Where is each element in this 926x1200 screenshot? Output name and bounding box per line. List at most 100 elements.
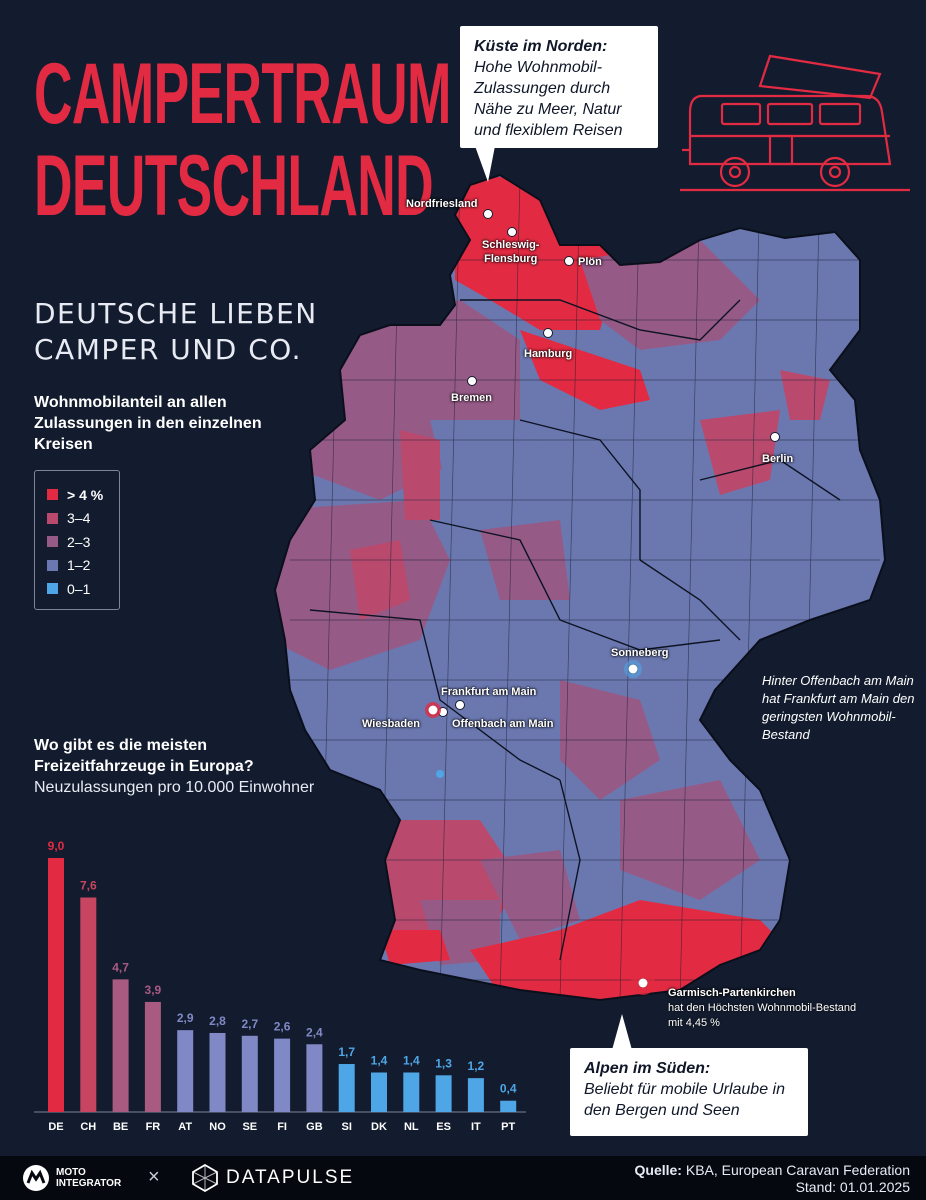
datapulse-logo: DATAPULSE [192,1164,354,1192]
legend-label: 1–2 [67,557,91,574]
bar-category-label: SE [242,1121,257,1133]
legend-swatch [47,583,58,595]
bar-category-label: BE [113,1121,128,1133]
page-subtitle: DEUTSCHE LIEBEN CAMPER UND CO. [34,296,318,368]
city-label-schleswig-flensburg: Schleswig- Flensburg [482,239,540,265]
bar-value-label: 7,6 [80,879,97,893]
motointegrator-icon [23,1165,49,1191]
bar-chart-title: Wo gibt es die meisten Freizeitfahrzeuge… [34,737,254,775]
title-line-2: DEUTSCHLAND [34,138,434,234]
bar-category-label: FI [277,1121,287,1133]
bar-value-label: 1,4 [371,1053,388,1067]
bar-category-label: SI [341,1121,351,1133]
bar-value-label: 2,7 [241,1017,258,1031]
city-label-berlin: Berlin [762,453,794,465]
bar-value-label: 3,9 [145,983,162,997]
legend-swatch [47,512,58,524]
bar-value-label: 1,7 [338,1045,355,1059]
bar-chart-subtitle: Neuzulassungen pro 10.000 Einwohner [34,779,315,796]
source-text: KBA, European Caravan Federation [685,1162,910,1178]
callout-south-heading: Alpen im Süden: [584,1060,711,1077]
bar-category-label: ES [436,1121,451,1133]
legend-swatch [47,559,58,571]
bar-value-label: 1,2 [468,1059,485,1073]
bar-no [209,1032,226,1112]
bar-se [241,1035,258,1112]
bar-value-label: 2,8 [209,1014,226,1028]
separator-x: × [148,1166,160,1188]
bar-value-label: 0,4 [500,1082,517,1096]
bar-category-label: DE [48,1121,63,1133]
bar-it [467,1078,484,1112]
bar-category-label: PT [501,1121,515,1133]
bar-value-label: 1,3 [435,1056,452,1070]
map-legend: > 4 % 3–4 2–3 1–2 0–1 [34,470,120,610]
bar-chart: 9,0 DE 7,6 CH 4,7 BE 3,9 FR 2,9 AT 2,8 NO 2,7 SE 2,6 FI… [34,839,526,1133]
bar-ch [80,897,97,1112]
bar-be [112,979,129,1112]
bar-category-label: AT [178,1121,192,1133]
motointegrator-text: MOTO INTEGRATOR [56,1167,122,1189]
legend-label: 3–4 [67,510,91,527]
bar-value-label: 2,6 [274,1020,291,1034]
callout-north: Küste im Norden: Hohe Wohnmobil-Zulassun… [460,26,658,148]
legend-item-3-4: 3–4 [47,507,119,531]
city-label-hamburg: Hamburg [524,348,573,360]
camper-van-icon [680,54,910,192]
bar-value-label: 2,9 [177,1011,194,1025]
legend-label: 2–3 [67,533,91,550]
subtitle-line-2: CAMPER UND CO. [34,333,303,366]
legend-heading: Wohnmobilanteil an allen Zulassungen in … [34,394,262,453]
frankfurt-note: Hinter Offenbach am Main hat Frankfurt a… [762,673,915,742]
legend-swatch [47,536,58,548]
legend-item-1-2: 1–2 [47,554,119,578]
legend-label: 0–1 [67,580,91,597]
bar-category-label: GB [306,1121,323,1133]
bar-value-label: 1,4 [403,1053,420,1067]
garmisch-note: hat den Höchsten Wohnmobil-Bestand mit 4… [668,1002,857,1029]
city-label-sonneberg: Sonneberg [611,647,669,659]
callout-north-text: Hohe Wohnmobil-Zulassungen durch Nähe zu… [474,59,623,139]
source-note: Quelle: KBA, European Caravan Federation… [635,1162,911,1196]
legend-item-gt4: > 4 % [47,483,119,507]
bar-value-label: 2,4 [306,1025,323,1039]
legend-item-2-3: 2–3 [47,530,119,554]
bar-si [338,1064,355,1112]
city-label-garmisch: Garmisch-Partenkirchen [668,987,796,999]
callout-south-text: Beliebt für mobile Urlaube in den Bergen… [584,1081,785,1119]
subtitle-line-1: DEUTSCHE LIEBEN [34,297,318,330]
bar-value-label: 4,7 [112,960,129,974]
legend-item-0-1: 0–1 [47,577,119,601]
bar-dk [371,1072,387,1112]
city-label-ploen: Plön [578,256,602,268]
bar-category-label: DK [371,1121,387,1133]
bar-pt [500,1100,517,1112]
title-line-1: CAMPERTRAUM [34,46,451,142]
bar-es [435,1075,452,1112]
city-label-bremen: Bremen [451,392,492,404]
datapulse-icon [192,1164,218,1192]
bar-category-label: IT [471,1121,481,1133]
source-label: Quelle: [634,1162,682,1178]
city-label-nordfriesland: Nordfriesland [406,198,478,210]
bar-gb [306,1044,323,1112]
legend-label: > 4 % [67,486,104,503]
bar-fi [274,1038,291,1112]
bar-at [177,1030,194,1112]
callout-north-heading: Küste im Norden: [474,38,608,55]
city-label-wiesbaden: Wiesbaden [362,718,420,730]
city-label-frankfurt: Frankfurt am Main [441,686,537,698]
city-label-offenbach: Offenbach am Main [452,718,554,730]
bar-value-label: 9,0 [48,839,65,853]
bar-de [48,858,64,1112]
motointegrator-logo: MOTO INTEGRATOR [22,1164,121,1192]
callout-south: Alpen im Süden: Beliebt für mobile Urlau… [570,1048,808,1136]
bar-nl [403,1072,420,1112]
source-date: Stand: 01.01.2025 [795,1179,910,1195]
bar-fr [144,1001,161,1112]
bar-category-label: NL [404,1121,419,1133]
bar-category-label: CH [80,1121,96,1133]
bar-category-label: NO [209,1121,226,1133]
footer: MOTO INTEGRATOR × DATAPULSE Quelle: KBA,… [0,1156,926,1200]
